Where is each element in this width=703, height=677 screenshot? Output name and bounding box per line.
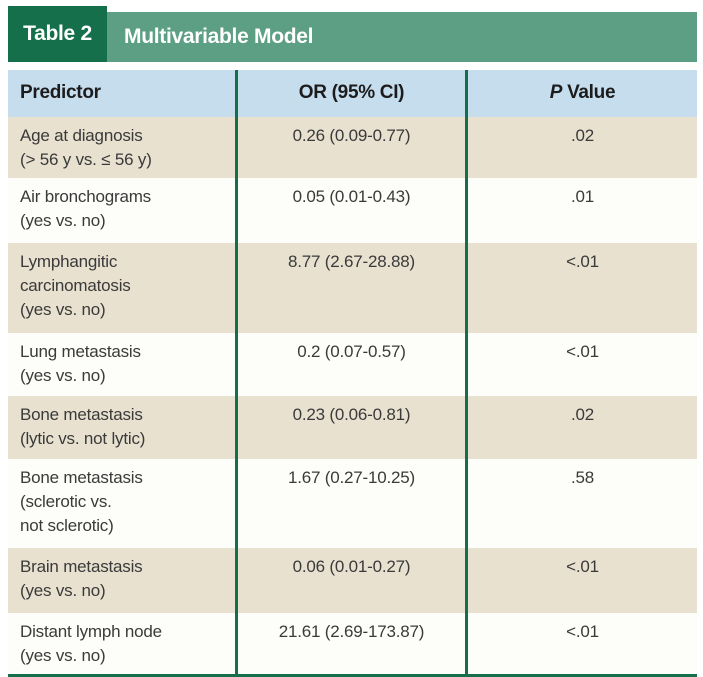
table-row: Brain metastasis (yes vs. no) 0.06 (0.01…: [8, 548, 697, 613]
pvalue-cell: .02: [465, 396, 697, 459]
pvalue-cell: .01: [465, 178, 697, 243]
table-grid: Predictor OR (95% CI) P Value Age at dia…: [8, 70, 697, 677]
table-row: Bone metastasis (sclerotic vs. not scler…: [8, 459, 697, 548]
table-row: Air bronchograms (yes vs. no) 0.05 (0.01…: [8, 178, 697, 243]
table-tag: Table 2: [8, 6, 107, 62]
table-tag-label: Table 2: [23, 22, 92, 45]
pvalue-cell: <.01: [465, 243, 697, 333]
column-header-predictor: Predictor: [20, 82, 101, 103]
predictor-cell: Lymphangitic carcinomatosis (yes vs. no): [20, 252, 131, 319]
table-title-bar: Multivariable Model Table 2: [8, 6, 697, 62]
column-header-pvalue: P Value: [465, 70, 697, 117]
column-header-or: OR (95% CI): [235, 70, 465, 117]
or-cell: 0.05 (0.01-0.43): [235, 178, 465, 243]
predictor-cell: Bone metastasis (lytic vs. not lytic): [20, 405, 146, 448]
pvalue-italic-p: P: [549, 82, 563, 103]
predictor-cell: Lung metastasis (yes vs. no): [20, 342, 141, 385]
table-title: Multivariable Model: [107, 12, 697, 62]
pvalue-cell: <.01: [465, 613, 697, 674]
or-cell: 0.06 (0.01-0.27): [235, 548, 465, 613]
pvalue-cell: .58: [465, 459, 697, 548]
or-cell: 0.2 (0.07-0.57): [235, 333, 465, 396]
table-row: Bone metastasis (lytic vs. not lytic) 0.…: [8, 396, 697, 459]
table-title-label: Multivariable Model: [124, 25, 314, 48]
table2-container: Multivariable Model Table 2 Predictor OR…: [8, 6, 697, 677]
predictor-cell: Air bronchograms (yes vs. no): [20, 187, 151, 230]
pvalue-rest: Value: [567, 82, 616, 103]
table-header-row: Predictor OR (95% CI) P Value: [8, 70, 697, 117]
predictor-cell: Brain metastasis (yes vs. no): [20, 557, 143, 600]
or-cell: 21.61 (2.69-173.87): [235, 613, 465, 674]
or-cell: 8.77 (2.67-28.88): [235, 243, 465, 333]
or-cell: 1.67 (0.27-10.25): [235, 459, 465, 548]
table-row: Lymphangitic carcinomatosis (yes vs. no)…: [8, 243, 697, 333]
title-gap-spacer: [8, 62, 697, 70]
predictor-cell: Age at diagnosis (> 56 y vs. ≤ 56 y): [20, 126, 152, 169]
predictor-cell: Distant lymph node (yes vs. no): [20, 622, 162, 665]
or-cell: 0.23 (0.06-0.81): [235, 396, 465, 459]
table-row: Age at diagnosis (> 56 y vs. ≤ 56 y) 0.2…: [8, 117, 697, 178]
pvalue-cell: <.01: [465, 548, 697, 613]
table-row: Distant lymph node (yes vs. no) 21.61 (2…: [8, 613, 697, 674]
pvalue-cell: .02: [465, 117, 697, 178]
pvalue-cell: <.01: [465, 333, 697, 396]
predictor-cell: Bone metastasis (sclerotic vs. not scler…: [20, 468, 143, 535]
or-cell: 0.26 (0.09-0.77): [235, 117, 465, 178]
table-row: Lung metastasis (yes vs. no) 0.2 (0.07-0…: [8, 333, 697, 396]
